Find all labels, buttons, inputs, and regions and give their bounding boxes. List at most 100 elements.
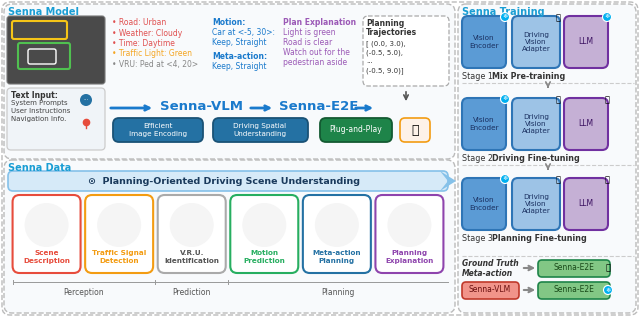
Text: Ground Truth
Meta-action: Ground Truth Meta-action bbox=[462, 259, 518, 278]
Text: Driving
Vision
Adapter: Driving Vision Adapter bbox=[522, 193, 550, 215]
Text: Senna Training: Senna Training bbox=[462, 7, 545, 17]
Text: Senna-VLM: Senna-VLM bbox=[160, 100, 243, 113]
Text: Senna-E2E: Senna-E2E bbox=[554, 286, 595, 294]
Polygon shape bbox=[440, 171, 456, 191]
Text: Planning: Planning bbox=[321, 288, 355, 297]
Circle shape bbox=[80, 94, 92, 106]
Text: 🔥: 🔥 bbox=[556, 176, 561, 184]
Text: Trajectories: Trajectories bbox=[366, 28, 417, 37]
Text: Stage 1: Stage 1 bbox=[462, 72, 493, 81]
Text: Senna-E2E: Senna-E2E bbox=[279, 100, 358, 113]
Text: Meta-action:: Meta-action: bbox=[212, 52, 267, 61]
Text: ⊙  Planning-Oriented Driving Scene Understanding: ⊙ Planning-Oriented Driving Scene Unders… bbox=[88, 177, 360, 185]
Text: User Instructions: User Instructions bbox=[11, 108, 70, 114]
Text: 🔥: 🔥 bbox=[556, 95, 561, 105]
Circle shape bbox=[315, 203, 359, 247]
FancyBboxPatch shape bbox=[462, 98, 506, 150]
Text: Keep, Straight: Keep, Straight bbox=[212, 62, 266, 71]
Circle shape bbox=[602, 12, 611, 22]
Text: Keep, Straight: Keep, Straight bbox=[212, 38, 266, 47]
FancyBboxPatch shape bbox=[564, 98, 608, 150]
FancyBboxPatch shape bbox=[320, 118, 392, 142]
Text: Driving
Vision
Adapter: Driving Vision Adapter bbox=[522, 31, 550, 53]
Text: Plug-and-Play: Plug-and-Play bbox=[330, 126, 382, 134]
Text: ❄: ❄ bbox=[604, 15, 610, 20]
Text: Vision
Encoder: Vision Encoder bbox=[469, 35, 499, 49]
Text: Scene
Description: Scene Description bbox=[23, 250, 70, 264]
Circle shape bbox=[24, 203, 68, 247]
Circle shape bbox=[500, 12, 509, 22]
Text: Efficient
Image Encoding: Efficient Image Encoding bbox=[129, 123, 187, 137]
Circle shape bbox=[243, 203, 286, 247]
FancyBboxPatch shape bbox=[363, 16, 449, 86]
Text: 🔥: 🔥 bbox=[605, 95, 609, 105]
Text: Stage 2: Stage 2 bbox=[462, 154, 493, 163]
Text: • Weather: Cloudy: • Weather: Cloudy bbox=[112, 29, 182, 37]
Text: Senna-VLM: Senna-VLM bbox=[469, 286, 511, 294]
FancyBboxPatch shape bbox=[538, 282, 610, 299]
Text: (-0.5, 9.0)]: (-0.5, 9.0)] bbox=[366, 67, 404, 74]
Text: System Prompts: System Prompts bbox=[11, 100, 68, 106]
FancyBboxPatch shape bbox=[564, 16, 608, 68]
FancyBboxPatch shape bbox=[458, 4, 636, 313]
FancyBboxPatch shape bbox=[462, 16, 506, 68]
Text: Car at <-5, 30>:: Car at <-5, 30>: bbox=[212, 28, 275, 37]
Text: 🔥: 🔥 bbox=[605, 263, 611, 273]
FancyBboxPatch shape bbox=[4, 160, 455, 313]
FancyBboxPatch shape bbox=[512, 16, 560, 68]
FancyBboxPatch shape bbox=[303, 195, 371, 273]
Text: Planning Fine-tuning: Planning Fine-tuning bbox=[492, 234, 587, 243]
Text: [ (0.0, 3.0),: [ (0.0, 3.0), bbox=[366, 40, 406, 47]
FancyBboxPatch shape bbox=[7, 88, 105, 150]
FancyBboxPatch shape bbox=[400, 118, 430, 142]
Text: Light is green: Light is green bbox=[283, 28, 335, 37]
Text: pedestrian aside: pedestrian aside bbox=[283, 58, 347, 67]
Text: Senna-E2E: Senna-E2E bbox=[554, 263, 595, 273]
Text: Stage 3: Stage 3 bbox=[462, 234, 493, 243]
FancyBboxPatch shape bbox=[113, 118, 203, 142]
FancyBboxPatch shape bbox=[230, 195, 298, 273]
FancyBboxPatch shape bbox=[512, 98, 560, 150]
Text: ❄: ❄ bbox=[502, 96, 508, 101]
Text: Mix Pre-training: Mix Pre-training bbox=[492, 72, 565, 81]
Circle shape bbox=[500, 94, 509, 103]
Text: Motion
Prediction: Motion Prediction bbox=[243, 250, 285, 264]
FancyBboxPatch shape bbox=[157, 195, 226, 273]
Text: Traffic Signal
Detection: Traffic Signal Detection bbox=[92, 250, 147, 264]
FancyBboxPatch shape bbox=[376, 195, 444, 273]
Text: LLM: LLM bbox=[579, 199, 593, 209]
Text: V.R.U.
Identification: V.R.U. Identification bbox=[164, 250, 220, 264]
FancyBboxPatch shape bbox=[564, 178, 608, 230]
Text: ❄: ❄ bbox=[502, 15, 508, 20]
Text: • Traffic Light: Green: • Traffic Light: Green bbox=[112, 49, 192, 59]
Text: • Time: Daytime: • Time: Daytime bbox=[112, 39, 175, 48]
FancyBboxPatch shape bbox=[4, 4, 455, 159]
Text: Vision
Encoder: Vision Encoder bbox=[469, 197, 499, 211]
FancyBboxPatch shape bbox=[538, 260, 610, 277]
Text: 🔥: 🔥 bbox=[605, 176, 609, 184]
Text: Plan Explanation: Plan Explanation bbox=[283, 18, 356, 27]
Text: Motion:: Motion: bbox=[212, 18, 245, 27]
Text: Prediction: Prediction bbox=[173, 288, 211, 297]
FancyBboxPatch shape bbox=[13, 195, 81, 273]
Text: ❄: ❄ bbox=[502, 177, 508, 182]
Circle shape bbox=[500, 174, 509, 184]
Text: Navigation Info.: Navigation Info. bbox=[11, 116, 67, 122]
FancyBboxPatch shape bbox=[7, 16, 105, 84]
Text: Driving
Vision
Adapter: Driving Vision Adapter bbox=[522, 113, 550, 134]
Circle shape bbox=[97, 203, 141, 247]
Text: • Road: Urban: • Road: Urban bbox=[112, 18, 166, 27]
FancyBboxPatch shape bbox=[8, 171, 448, 191]
Text: Watch out for the: Watch out for the bbox=[283, 48, 350, 57]
Text: LLM: LLM bbox=[579, 120, 593, 128]
FancyBboxPatch shape bbox=[462, 178, 506, 230]
Circle shape bbox=[387, 203, 431, 247]
Text: Senna Data: Senna Data bbox=[8, 163, 71, 173]
FancyBboxPatch shape bbox=[85, 195, 153, 273]
Text: Planning
Explanation: Planning Explanation bbox=[385, 250, 434, 264]
Text: Senna Model: Senna Model bbox=[8, 7, 79, 17]
Text: 🔥: 🔥 bbox=[556, 14, 561, 23]
Text: Perception: Perception bbox=[64, 288, 104, 297]
Text: Vision
Encoder: Vision Encoder bbox=[469, 117, 499, 131]
Text: Road is clear: Road is clear bbox=[283, 38, 332, 47]
